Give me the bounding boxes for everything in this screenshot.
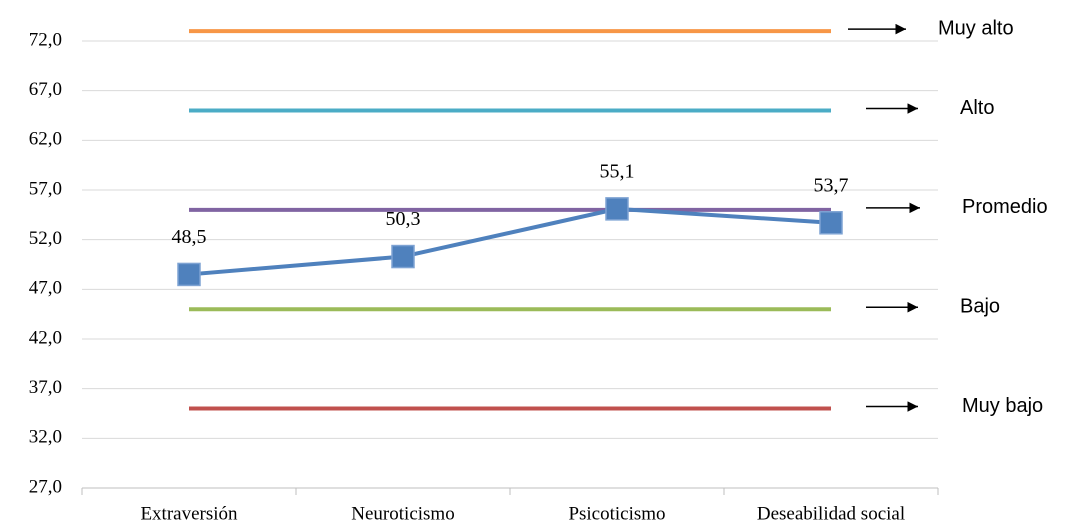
y-tick-label: 62,0 (29, 129, 62, 150)
x-tick-label: Psicoticismo (568, 503, 665, 524)
y-tick-label: 57,0 (29, 178, 62, 199)
series-label: Alto (960, 97, 994, 119)
marker (605, 197, 629, 221)
x-tick-label: Neuroticismo (351, 503, 454, 524)
series-label: Muy bajo (962, 395, 1043, 417)
y-tick-label: 27,0 (29, 476, 62, 497)
marker (391, 244, 415, 269)
y-tick-label: 32,0 (29, 427, 62, 448)
marker (177, 262, 201, 287)
y-tick-label: 72,0 (29, 29, 62, 50)
y-tick-label: 37,0 (29, 377, 62, 398)
series-label: Promedio (962, 196, 1048, 218)
marker (819, 211, 843, 235)
x-tick-label: Deseabilidad social (757, 503, 905, 524)
data-label: 50,3 (386, 208, 421, 230)
y-tick-label: 67,0 (29, 79, 62, 100)
series-label: Muy alto (938, 17, 1014, 39)
data-label: 53,7 (814, 174, 849, 196)
series-line (188, 206, 832, 277)
x-tick-label: Extraversión (140, 503, 238, 524)
y-tick-label: 42,0 (29, 327, 62, 348)
data-label: 55,1 (600, 160, 635, 182)
y-tick-label: 52,0 (29, 228, 62, 249)
data-label: 48,5 (172, 226, 207, 248)
y-tick-label: 47,0 (29, 278, 62, 299)
series-label: Bajo (960, 295, 1000, 317)
